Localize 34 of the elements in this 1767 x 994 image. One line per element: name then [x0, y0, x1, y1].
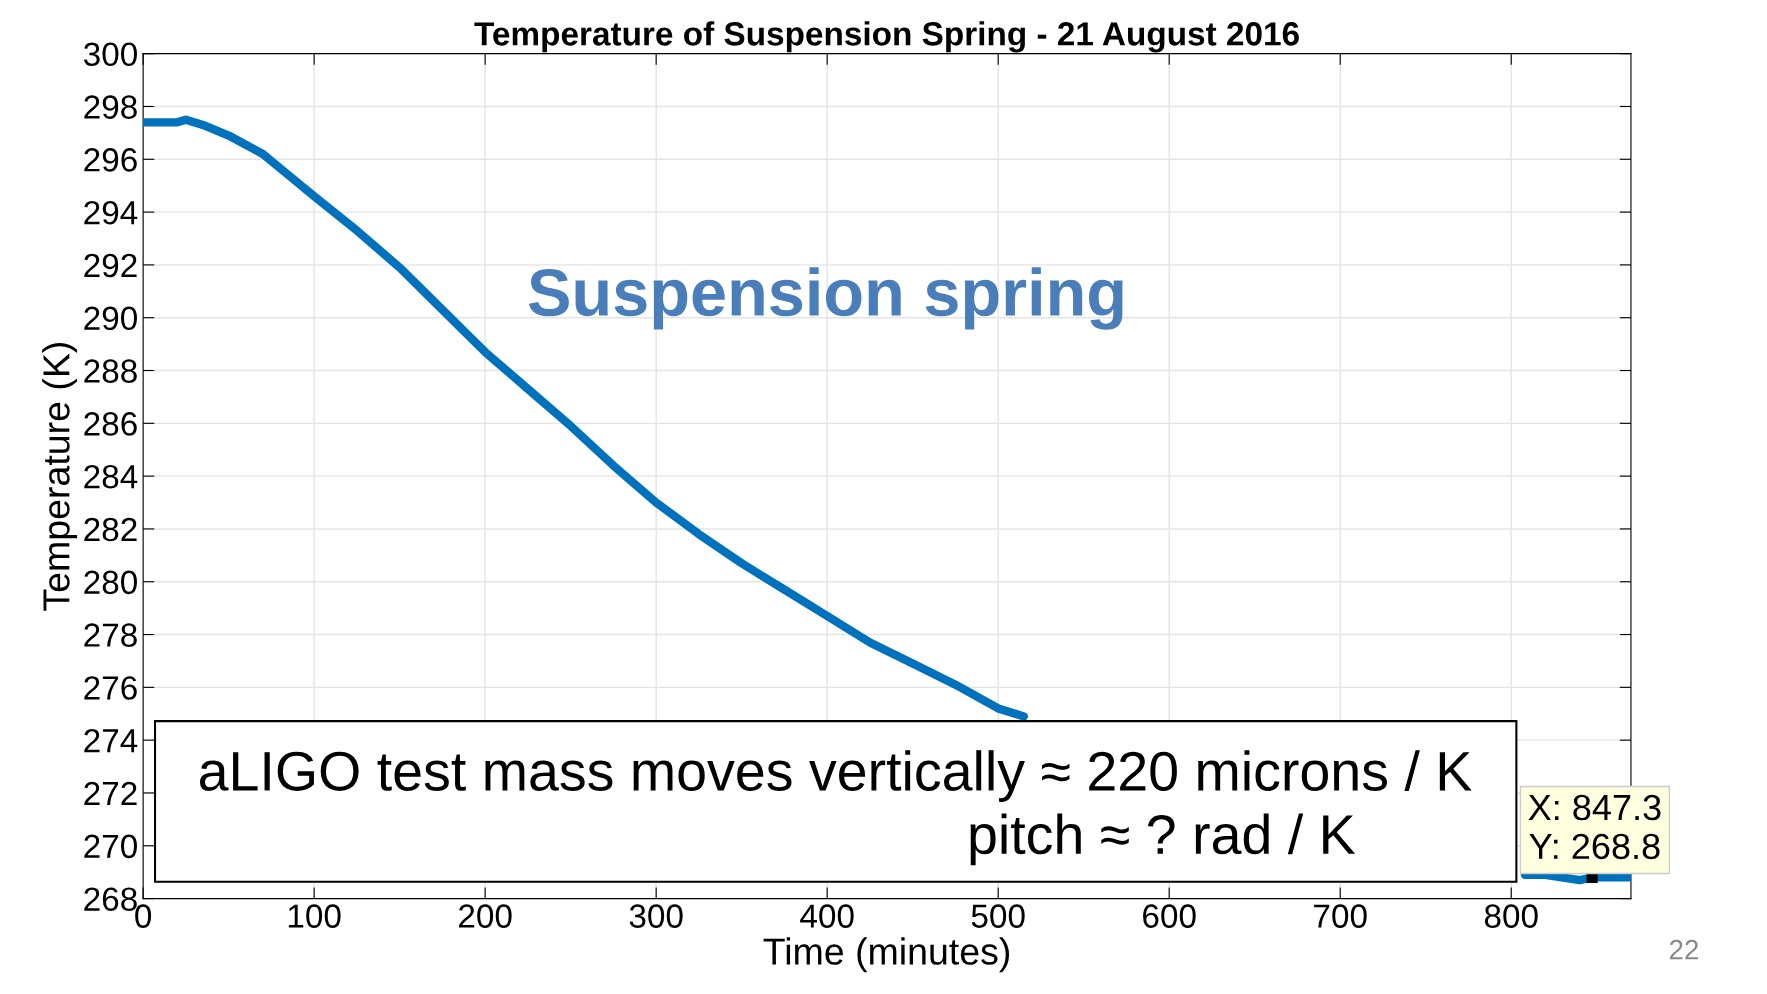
y-tick-label: 278	[84, 623, 137, 647]
y-tick-label: 298	[84, 95, 137, 119]
y-tick-label: 290	[84, 306, 137, 331]
y-tick-label: 274	[84, 728, 138, 753]
y-tick-label: 286	[84, 412, 137, 436]
y-tick-label: 276	[84, 676, 137, 700]
x-tick-label: 700	[1314, 904, 1367, 928]
x-tick-label: 100	[288, 904, 341, 928]
y-tick-label: 294	[84, 200, 138, 225]
annotation: pitch ≈ ? rad / K	[970, 813, 1356, 866]
y-tick-label: 268	[84, 887, 137, 911]
x-tick-label: 400	[800, 904, 854, 928]
y-tick-label: 296	[84, 148, 137, 172]
y-tick-label: 270	[84, 834, 137, 859]
annotation: Suspension spring	[528, 267, 1123, 330]
text: 22	[1669, 939, 1699, 960]
y-tick-label: 272	[84, 781, 137, 806]
x-tick-label: 800	[1484, 904, 1538, 928]
x-tick-label: 500	[971, 904, 1025, 928]
chart-title: Temperature of Suspension Spring - 21 August 2016	[474, 21, 1299, 53]
y-tick-label: 288	[84, 359, 137, 383]
y-tick-label: 280	[84, 570, 137, 595]
x-tick-label: 0	[135, 904, 152, 928]
x-axis-title: Time (minutes)	[763, 937, 1010, 973]
y-tick-label: 292	[84, 253, 137, 278]
x-tick-label: 200	[459, 904, 512, 928]
x-tick-label: 600	[1143, 904, 1196, 928]
y-tick-label: 282	[84, 517, 137, 542]
y-tick-label: 284	[84, 464, 138, 489]
annotation: X: 847.3 Y: 268.8	[1528, 794, 1661, 860]
annotation: aLIGO test mass moves vertically ≈ 220 microns / K	[200, 750, 1472, 802]
x-tick-label: 300	[629, 904, 683, 928]
y-axis-title: Temperature (K)	[42, 342, 78, 611]
y-tick-label: 300	[83, 42, 137, 67]
